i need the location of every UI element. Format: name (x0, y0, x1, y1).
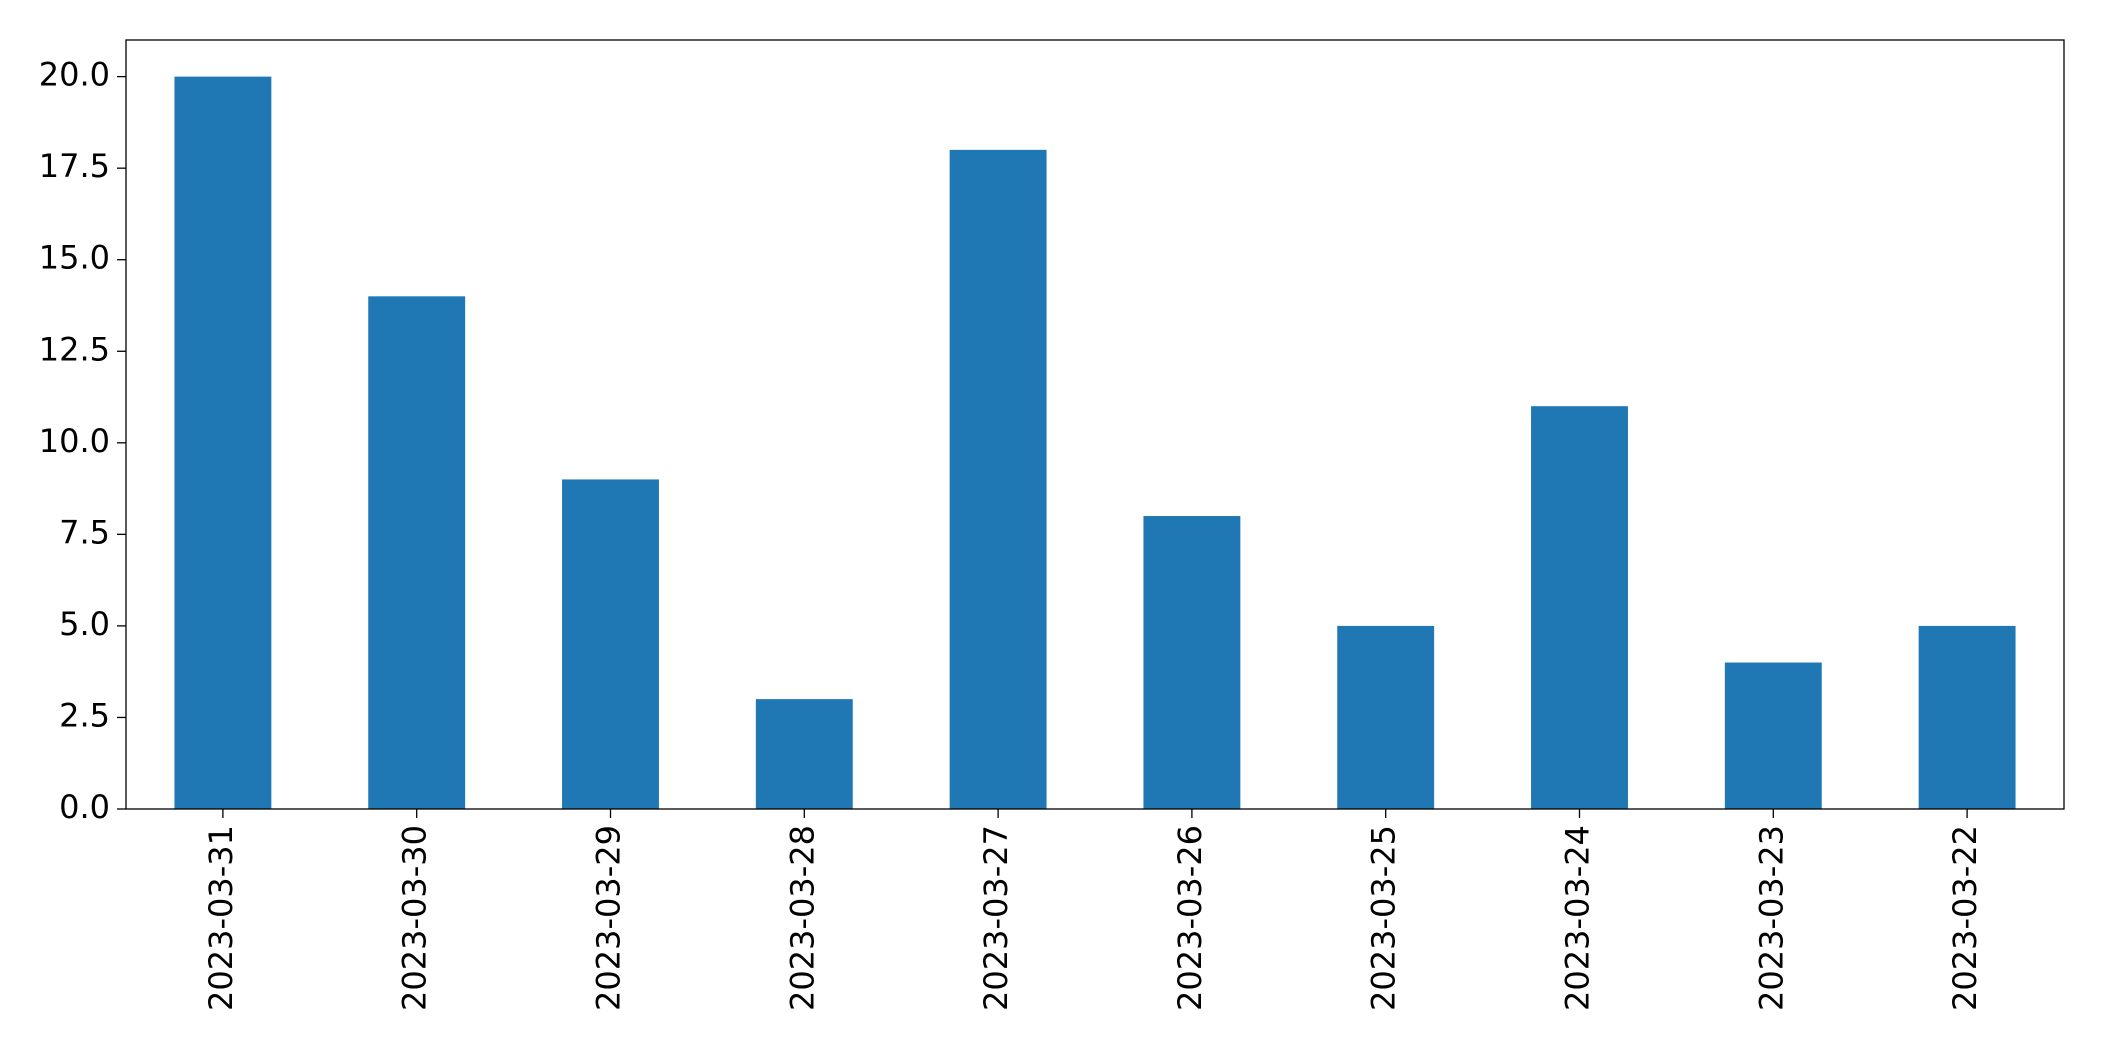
x-tick-label: 2023-03-28 (783, 825, 821, 1011)
y-tick-label: 0.0 (59, 788, 110, 826)
bar (1531, 406, 1628, 809)
x-tick-label: 2023-03-23 (1752, 825, 1790, 1011)
x-tick-label: 2023-03-27 (977, 825, 1015, 1011)
x-tick-label: 2023-03-22 (1946, 825, 1984, 1011)
bar (562, 479, 659, 809)
bar (1918, 625, 2016, 809)
x-tick-label: 2023-03-24 (1559, 825, 1597, 1011)
x-tick-label: 2023-03-31 (202, 825, 240, 1011)
x-tick-label: 2023-03-26 (1171, 825, 1209, 1011)
y-tick-label: 7.5 (59, 513, 110, 551)
x-tick-label: 2023-03-29 (590, 825, 628, 1011)
bar (1143, 516, 1241, 809)
y-tick-label: 5.0 (59, 605, 110, 643)
x-tick-label: 2023-03-30 (396, 825, 434, 1011)
bar (368, 296, 466, 809)
y-tick-label: 10.0 (39, 422, 110, 460)
plot-frame (125, 39, 2065, 810)
bar (949, 149, 1047, 809)
y-tick-label: 17.5 (39, 147, 110, 185)
y-tick-label: 15.0 (39, 239, 110, 277)
bar (1724, 662, 1822, 809)
bar (1337, 625, 1435, 809)
x-tick-label: 2023-03-25 (1365, 825, 1403, 1011)
bar (174, 76, 272, 810)
y-tick-label: 20.0 (39, 56, 110, 94)
bar (755, 699, 853, 809)
y-tick-label: 2.5 (59, 696, 110, 734)
y-tick-label: 12.5 (39, 330, 110, 368)
